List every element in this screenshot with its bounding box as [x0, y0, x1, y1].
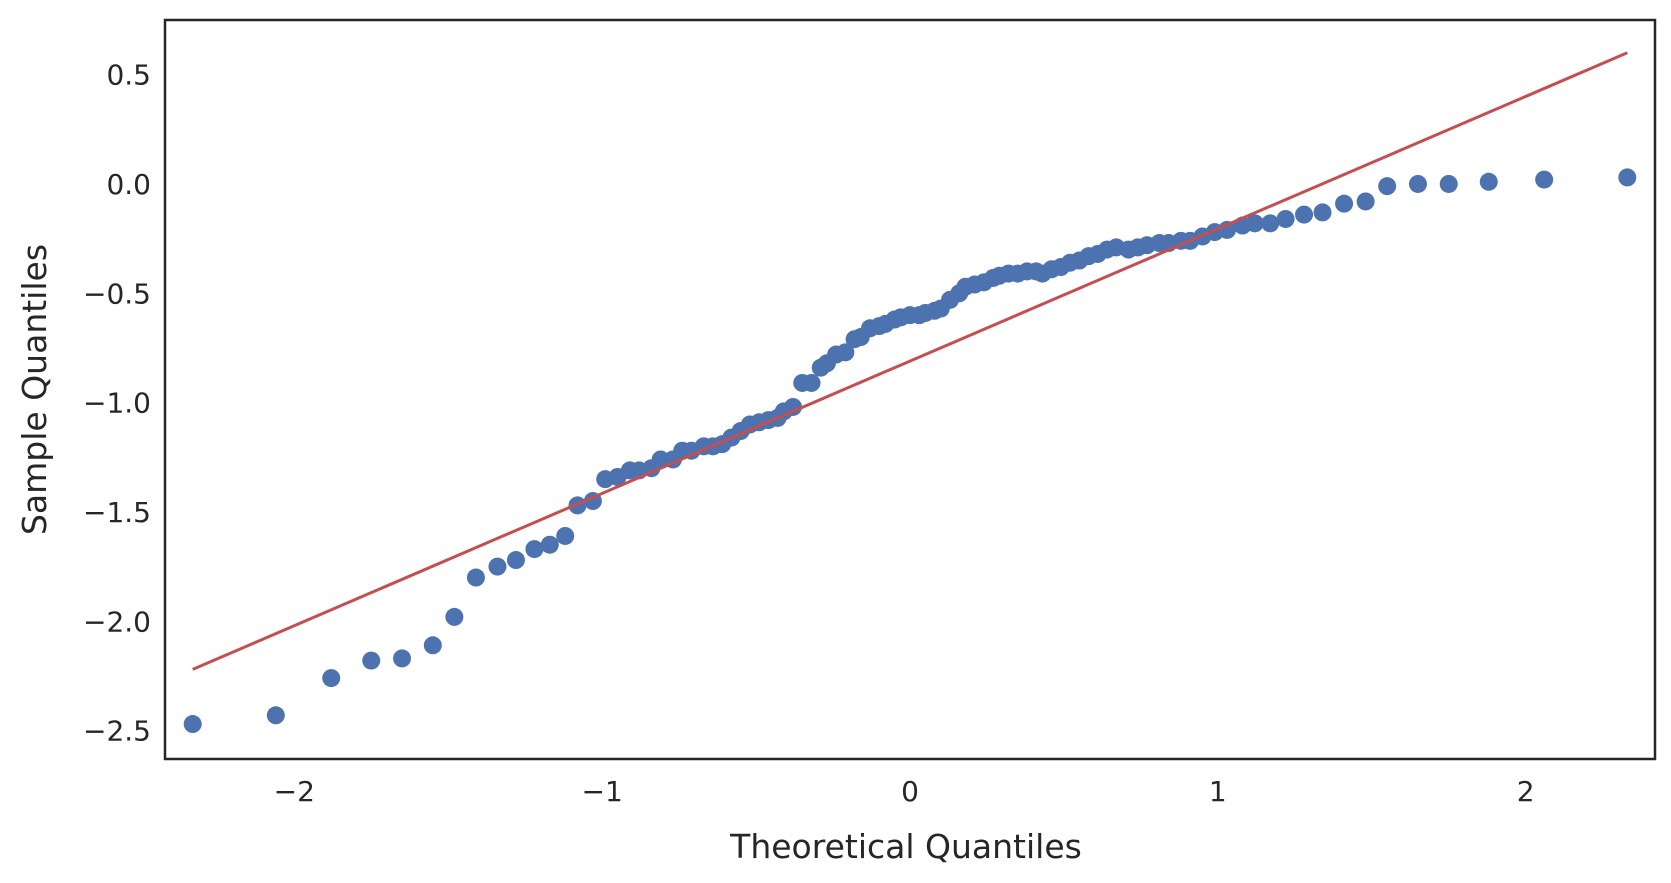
data-point	[488, 557, 507, 576]
y-tick-label: −1.0	[83, 387, 151, 420]
data-point	[183, 715, 202, 734]
data-point	[445, 607, 464, 626]
x-tick-label: 0	[901, 775, 919, 808]
data-point	[1356, 192, 1375, 211]
data-point	[1479, 172, 1498, 191]
x-tick-label: −2	[274, 775, 315, 808]
y-tick-label: −0.5	[83, 277, 151, 310]
data-point	[784, 397, 803, 416]
y-tick-label: −2.5	[83, 715, 151, 748]
x-tick-label: 2	[1517, 775, 1535, 808]
data-point	[1295, 205, 1314, 224]
data-point	[1378, 177, 1397, 196]
x-axis-label: Theoretical Quantiles	[729, 827, 1082, 866]
x-tick-labels: −2 −1 0 1 2	[274, 775, 1535, 808]
data-point	[362, 651, 381, 670]
plot-area	[165, 20, 1655, 759]
y-tick-label: 0.5	[106, 59, 151, 92]
y-axis-label: Sample Quantiles	[15, 244, 54, 535]
data-point	[1245, 214, 1264, 233]
reference-line	[192, 51, 1628, 671]
data-point	[466, 568, 485, 587]
data-point	[1335, 194, 1354, 213]
y-tick-label: −1.5	[83, 496, 151, 529]
x-tick-label: −1	[582, 775, 623, 808]
data-point	[525, 540, 544, 559]
y-tick-label: −2.0	[83, 605, 151, 638]
data-point	[506, 551, 525, 570]
data-point	[651, 450, 670, 469]
data-point	[266, 706, 285, 725]
data-point	[322, 669, 341, 688]
data-point	[540, 535, 559, 554]
data-point	[836, 343, 855, 362]
data-point	[802, 373, 821, 392]
y-tick-label: 0.0	[106, 168, 151, 201]
data-point	[393, 649, 412, 668]
data-point	[1439, 174, 1458, 193]
data-point	[1535, 170, 1554, 189]
data-point	[1261, 214, 1280, 233]
points-layer	[183, 168, 1637, 734]
x-tick-label: 1	[1209, 775, 1227, 808]
plot-frame	[163, 18, 1657, 761]
data-point	[1276, 209, 1295, 228]
data-point	[1618, 168, 1637, 187]
data-point	[423, 636, 442, 655]
data-point	[1313, 203, 1332, 222]
y-tick-labels: 0.5 0.0 −0.5 −1.0 −1.5 −2.0 −2.5	[83, 59, 151, 748]
data-point	[556, 526, 575, 545]
data-point	[1408, 174, 1427, 193]
